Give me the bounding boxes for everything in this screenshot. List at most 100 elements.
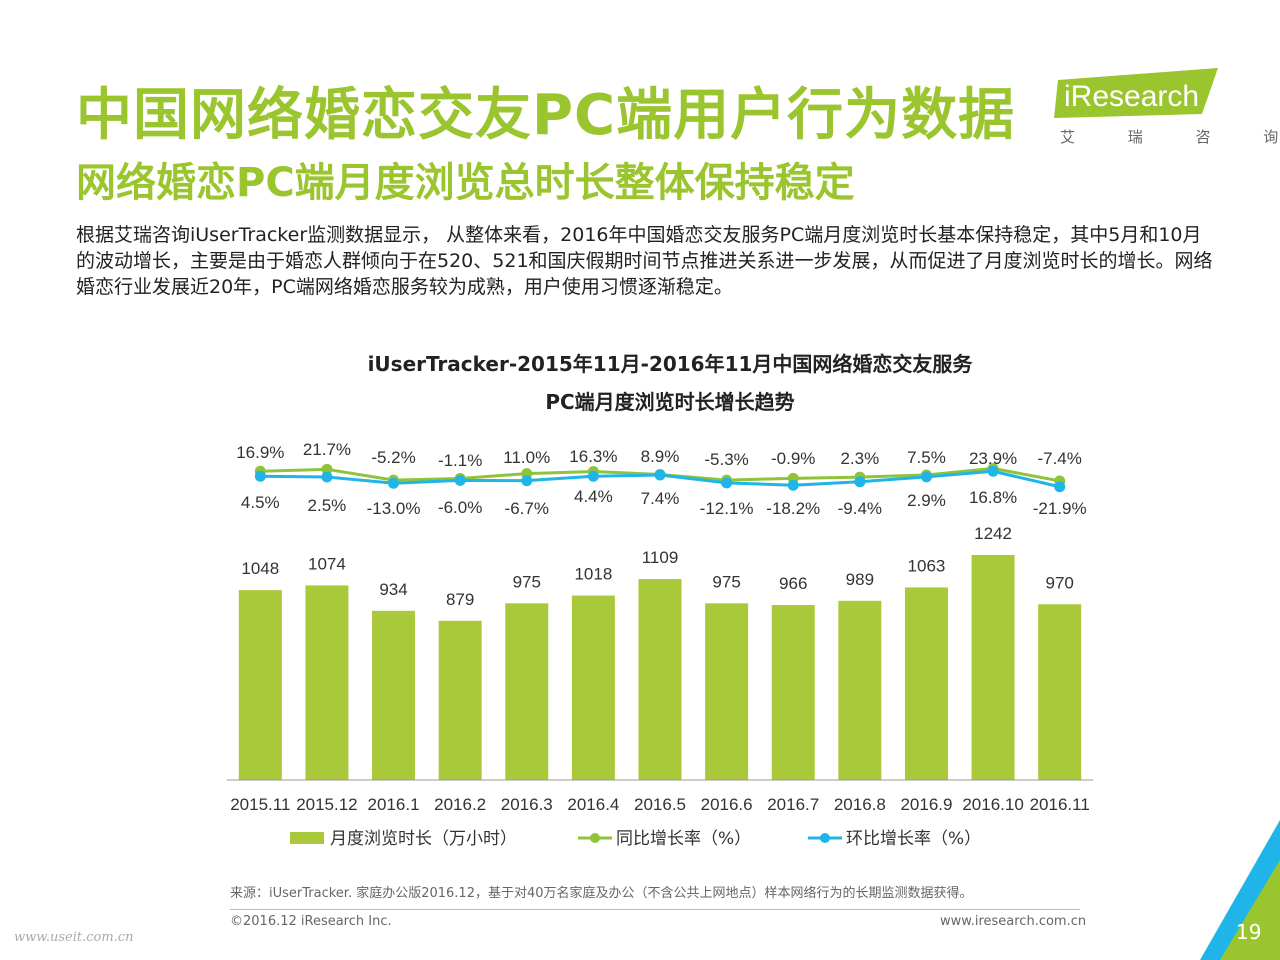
bar-value-label: 1063 [908,556,946,575]
bar [505,603,549,780]
mom-point [920,471,932,483]
yoy-data-label: -1.1% [438,451,482,470]
x-tick-label: 2016.2 [434,795,486,814]
summary-paragraph: 根据艾瑞咨询iUserTracker监测数据显示， 从整体来看，2016年中国婚… [76,224,1213,298]
yoy-point [321,463,333,475]
logo-brand: iResearch [1064,80,1199,113]
bar [571,595,615,780]
bar-value-label: 975 [712,572,740,591]
copyright: ©2016.12 iResearch Inc. [230,914,392,929]
legend-yoy-label: 同比增长率（%） [616,829,751,849]
yoy-data-label: -5.2% [371,448,415,467]
yoy-data-label: 21.7% [303,440,351,459]
x-tick-label: 2016.8 [834,795,886,814]
x-tick-label: 2015.11 [230,795,290,814]
mom-point [787,479,799,491]
bar [838,600,882,780]
footer-divider [230,909,1080,910]
mom-data-label: -13.0% [367,499,421,518]
x-tick-label: 2016.7 [767,795,819,814]
x-tick-label: 2016.9 [900,795,952,814]
bar-value-label: 989 [846,570,874,589]
legend-yoy-marker [590,833,600,843]
legend-mom-marker [820,833,830,843]
bar-value-label: 1242 [974,524,1012,543]
bar [638,579,682,780]
mom-point [854,476,866,488]
mom-data-label: 2.9% [907,491,946,510]
mom-point [254,470,266,482]
mom-data-label: 4.4% [574,487,613,506]
x-tick-label: 2016.5 [634,795,686,814]
yoy-data-label: 2.3% [840,449,879,468]
yoy-data-label: 23.9% [969,449,1017,468]
chart-title-line1: iUserTracker-2015年11月-2016年11月中国网络婚恋交友服务 [367,352,973,376]
yoy-data-label: -7.4% [1037,449,1081,468]
mom-data-label: -6.7% [505,499,549,518]
mom-data-label: -9.4% [838,499,882,518]
x-tick-label: 2015.12 [296,795,357,814]
mom-point [721,477,733,489]
bar [372,610,416,780]
mom-point [454,474,466,486]
mom-point [654,469,666,481]
bar [705,603,749,780]
page-title: 中国网络婚恋交友PC端用户行为数据 [76,83,1016,148]
page-number: 19 [1236,920,1262,944]
source-note: 来源：iUserTracker. 家庭办公版2016.12，基于对40万名家庭及… [230,886,973,901]
legend-bar-label: 月度浏览时长（万小时） [330,829,517,849]
bar [771,605,815,780]
mom-point [987,465,999,477]
corner-decoration [1200,820,1280,960]
mom-data-label: 16.8% [969,488,1017,507]
yoy-data-label: 16.9% [236,443,284,462]
legend-mom-label: 环比增长率（%） [846,829,981,849]
x-tick-label: 2016.4 [567,795,619,814]
x-tick-label: 2016.1 [368,795,420,814]
yoy-data-label: -5.3% [704,450,748,469]
watermark: www.useit.com.cn [14,930,134,945]
website-url: www.iresearch.com.cn [940,914,1087,929]
x-tick-label: 2016.3 [501,795,553,814]
bar-value-label: 1048 [241,559,279,578]
mom-data-label: 2.5% [308,496,347,515]
yoy-data-label: -0.9% [771,449,815,468]
bar-value-label: 934 [379,580,407,599]
mom-point [321,471,333,483]
bar-value-label: 879 [446,590,474,609]
yoy-data-label: 11.0% [503,448,550,467]
bar [305,585,349,780]
bar [904,587,948,780]
x-tick-label: 2016.6 [701,795,753,814]
mom-data-label: 7.4% [641,489,680,508]
bar [971,555,1015,780]
bar [1038,604,1082,780]
iresearch-logo: iResearch 艾 瑞 咨 询 [1054,68,1278,148]
yoy-data-label: 7.5% [907,448,946,467]
yoy-data-label: 8.9% [641,447,680,466]
yoy-data-label: 16.3% [569,447,617,466]
bar-value-label: 975 [513,572,541,591]
mom-data-label: -6.0% [438,498,482,517]
chart-title-line2: PC端月度浏览时长增长趋势 [545,390,795,414]
mom-point [388,477,400,489]
legend-bar-swatch [290,832,324,844]
x-tick-label: 2016.10 [962,795,1023,814]
bar-value-label: 966 [779,574,807,593]
mom-data-label: -18.2% [766,499,820,518]
x-tick-label: 2016.11 [1030,795,1090,814]
mom-data-label: 4.5% [241,493,280,512]
mom-point [587,470,599,482]
bar-value-label: 1109 [642,548,679,567]
bar [238,590,282,780]
mom-data-label: -21.9% [1033,499,1087,518]
mom-point [1054,481,1066,493]
bar-value-label: 970 [1046,573,1074,592]
page-subtitle: 网络婚恋PC端月度浏览总时长整体保持稳定 [76,160,855,206]
bar [438,620,482,780]
mom-point [521,475,533,487]
bar-value-label: 1018 [574,565,612,584]
bar-value-label: 1074 [308,554,346,573]
mom-data-label: -12.1% [700,499,754,518]
